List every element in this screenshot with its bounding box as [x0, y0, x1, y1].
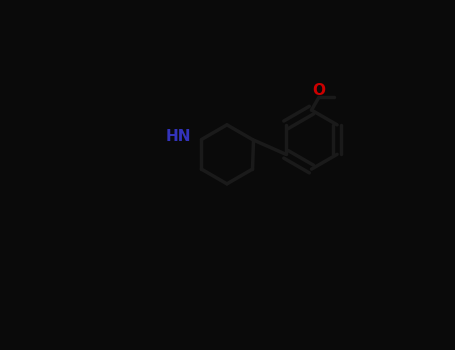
Text: HN: HN — [166, 128, 191, 143]
Text: O: O — [313, 83, 325, 98]
